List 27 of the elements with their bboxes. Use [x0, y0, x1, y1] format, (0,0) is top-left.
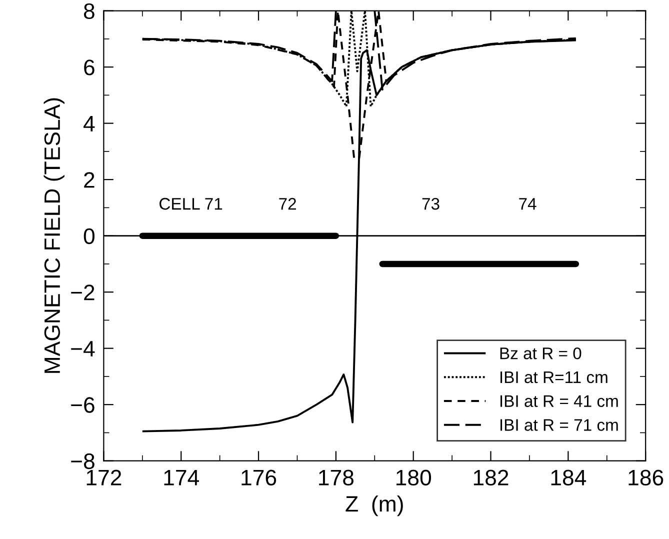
x-tick-label: 180 [396, 470, 432, 486]
legend-label: IBI at R=11 cm [500, 372, 608, 384]
legend-label: Bz at R = 0 [500, 347, 582, 360]
x-tick-label: 176 [242, 470, 276, 486]
y-tick-label: −2 [71, 284, 94, 300]
annotation: 74 [519, 198, 536, 210]
y-tick-label: −8 [71, 453, 94, 470]
annotation: CELL 71 [160, 198, 222, 210]
y-tick-label: 6 [84, 60, 94, 76]
y-tick-label: −6 [71, 397, 94, 413]
x-tick-label: 184 [551, 470, 586, 486]
annotation: 72 [279, 198, 296, 210]
x-tick-label: 172 [86, 470, 122, 486]
x-tick-label: 174 [164, 470, 199, 486]
x-axis-title: Z (m) [346, 495, 403, 516]
y-tick-label: 2 [84, 172, 94, 188]
legend-label: IBI at R = 71 cm [500, 419, 618, 431]
y-tick-label: 8 [84, 3, 94, 20]
y-tick-label: −4 [71, 341, 95, 356]
y-axis-title: MAGNETIC FIELD (TESLA) [44, 98, 64, 373]
y-tick-label: 4 [84, 116, 95, 132]
x-tick-label: 178 [319, 470, 354, 486]
y-tick-label: 0 [84, 228, 94, 244]
x-tick-label: 186 [628, 470, 664, 486]
annotation: 73 [422, 198, 440, 210]
legend-label: IBI at R = 41 cm [500, 395, 618, 408]
x-tick-label: 182 [474, 470, 508, 486]
